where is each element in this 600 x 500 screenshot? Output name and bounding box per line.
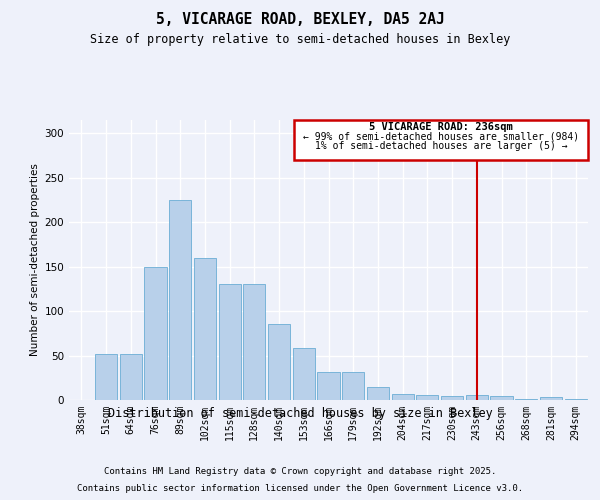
Bar	[119, 354, 142, 400]
Bar	[565, 399, 587, 400]
Bar	[441, 396, 463, 400]
Bar	[392, 394, 414, 400]
Bar	[218, 284, 241, 400]
Text: 5, VICARAGE ROAD, BEXLEY, DA5 2AJ: 5, VICARAGE ROAD, BEXLEY, DA5 2AJ	[155, 12, 445, 28]
Bar	[243, 284, 265, 400]
Text: 5 VICARAGE ROAD: 236sqm: 5 VICARAGE ROAD: 236sqm	[369, 122, 513, 132]
Bar	[466, 394, 488, 400]
Bar	[145, 266, 167, 400]
Y-axis label: Number of semi-detached properties: Number of semi-detached properties	[30, 164, 40, 356]
Bar	[268, 324, 290, 400]
Bar	[194, 258, 216, 400]
Bar	[317, 372, 340, 400]
Bar	[342, 372, 364, 400]
Bar	[95, 354, 117, 400]
Text: Distribution of semi-detached houses by size in Bexley: Distribution of semi-detached houses by …	[107, 408, 493, 420]
Bar	[540, 398, 562, 400]
Bar	[293, 348, 315, 400]
Bar	[294, 120, 588, 160]
Text: Contains HM Land Registry data © Crown copyright and database right 2025.: Contains HM Land Registry data © Crown c…	[104, 468, 496, 476]
Bar	[515, 399, 538, 400]
Bar	[490, 396, 512, 400]
Bar	[416, 394, 439, 400]
Text: ← 99% of semi-detached houses are smaller (984): ← 99% of semi-detached houses are smalle…	[303, 132, 579, 141]
Text: Contains public sector information licensed under the Open Government Licence v3: Contains public sector information licen…	[77, 484, 523, 493]
Bar	[169, 200, 191, 400]
Text: Size of property relative to semi-detached houses in Bexley: Size of property relative to semi-detach…	[90, 32, 510, 46]
Text: 1% of semi-detached houses are larger (5) →: 1% of semi-detached houses are larger (5…	[314, 142, 567, 152]
Bar	[367, 386, 389, 400]
